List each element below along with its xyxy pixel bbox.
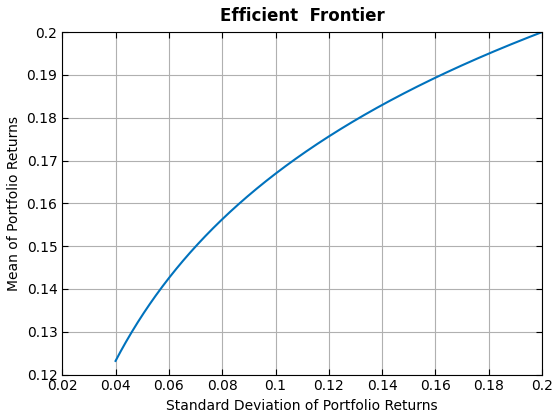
Efficient Frontier: [539, 29, 545, 34]
Efficient Frontier: [318, 139, 324, 144]
Efficient Frontier: [529, 34, 535, 39]
Line: Efficient Frontier: Efficient Frontier: [115, 32, 542, 361]
X-axis label: Standard Deviation of Portfolio Returns: Standard Deviation of Portfolio Returns: [166, 399, 438, 413]
Title: Efficient  Frontier: Efficient Frontier: [220, 7, 385, 25]
Efficient Frontier: [112, 358, 119, 363]
Efficient Frontier: [366, 110, 373, 115]
Efficient Frontier: [462, 61, 469, 66]
Efficient Frontier: [315, 141, 321, 146]
Efficient Frontier: [343, 123, 350, 128]
Y-axis label: Mean of Portfolio Returns: Mean of Portfolio Returns: [7, 116, 21, 291]
